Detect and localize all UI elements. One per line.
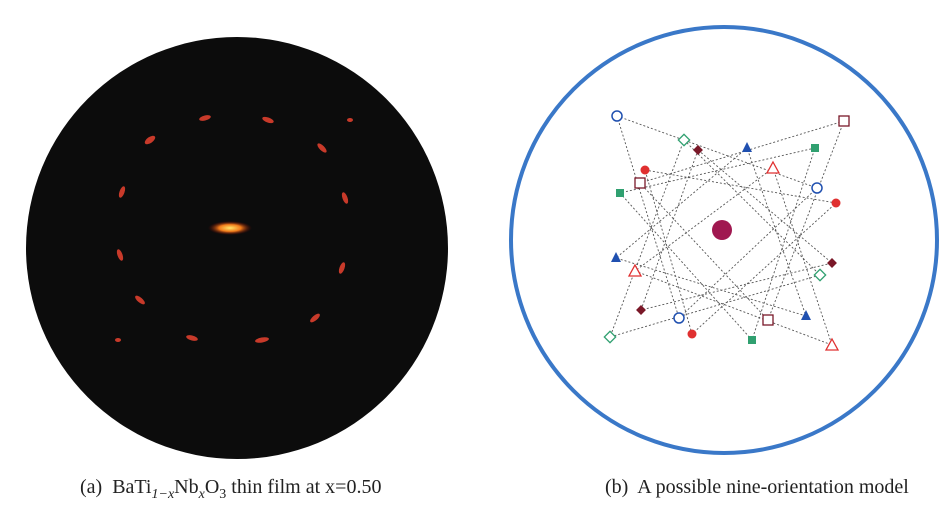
caption-text: thin film at x=0.50 [226,476,381,498]
caption: (a) BaTi1−xNbxO3 thin film at x=0.50 [80,476,381,503]
marker [748,336,756,344]
caption-text: Nb [174,476,198,498]
spot [347,118,353,122]
page: {"panels": [ {"label": "(a)", "caption":… [0,0,952,505]
marker [811,144,819,152]
model-circle [511,27,937,453]
center-dot [712,220,732,240]
marker [635,178,645,188]
figure: (a) BaTi1−xNbxO3 thin film at x=0.50 (b)… [0,0,952,505]
marker [812,183,822,193]
marker [674,313,684,323]
center-spot [208,221,252,235]
marker [839,116,849,126]
caption-label: (a) [80,476,102,498]
marker [616,189,624,197]
marker [612,111,622,121]
caption: (b) A possible nine-orientation model [605,476,909,499]
marker [641,166,650,175]
marker [688,330,697,339]
caption-text: A possible nine-orientation model [637,476,909,498]
caption-text: O [205,476,219,498]
caption-text: BaTi [112,476,151,498]
spot [115,338,121,342]
figure-panels [0,0,952,470]
caption-label: (b) [605,476,628,498]
marker [832,199,841,208]
caption-subscript: 1−x [152,487,175,502]
diffraction-disk [26,37,448,459]
marker [763,315,773,325]
